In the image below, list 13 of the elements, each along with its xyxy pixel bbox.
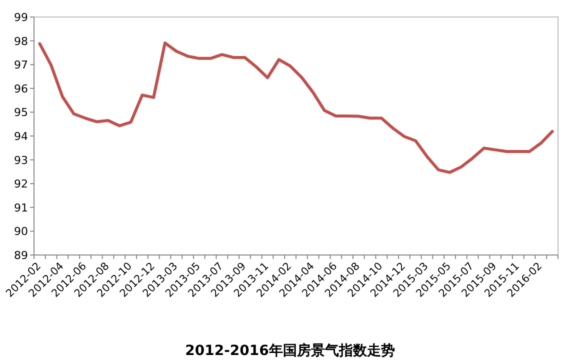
y-tick-label: 98: [14, 34, 28, 48]
y-tick-label: 95: [14, 106, 28, 120]
y-tick-label: 90: [14, 225, 28, 238]
y-tick-label: 89: [14, 249, 28, 262]
y-tick-label: 94: [14, 130, 28, 143]
text: 2012-2016年国房景气指数走势: [185, 342, 395, 359]
y-tick-label: 92: [14, 178, 28, 191]
y-tick-label: 99: [14, 11, 28, 24]
y-tick-label: 93: [14, 154, 28, 167]
y-tick-label: 97: [14, 58, 28, 72]
y-tick-label: 91: [14, 201, 28, 214]
line-series: [38, 41, 554, 174]
y-tick-label: 96: [14, 82, 28, 96]
